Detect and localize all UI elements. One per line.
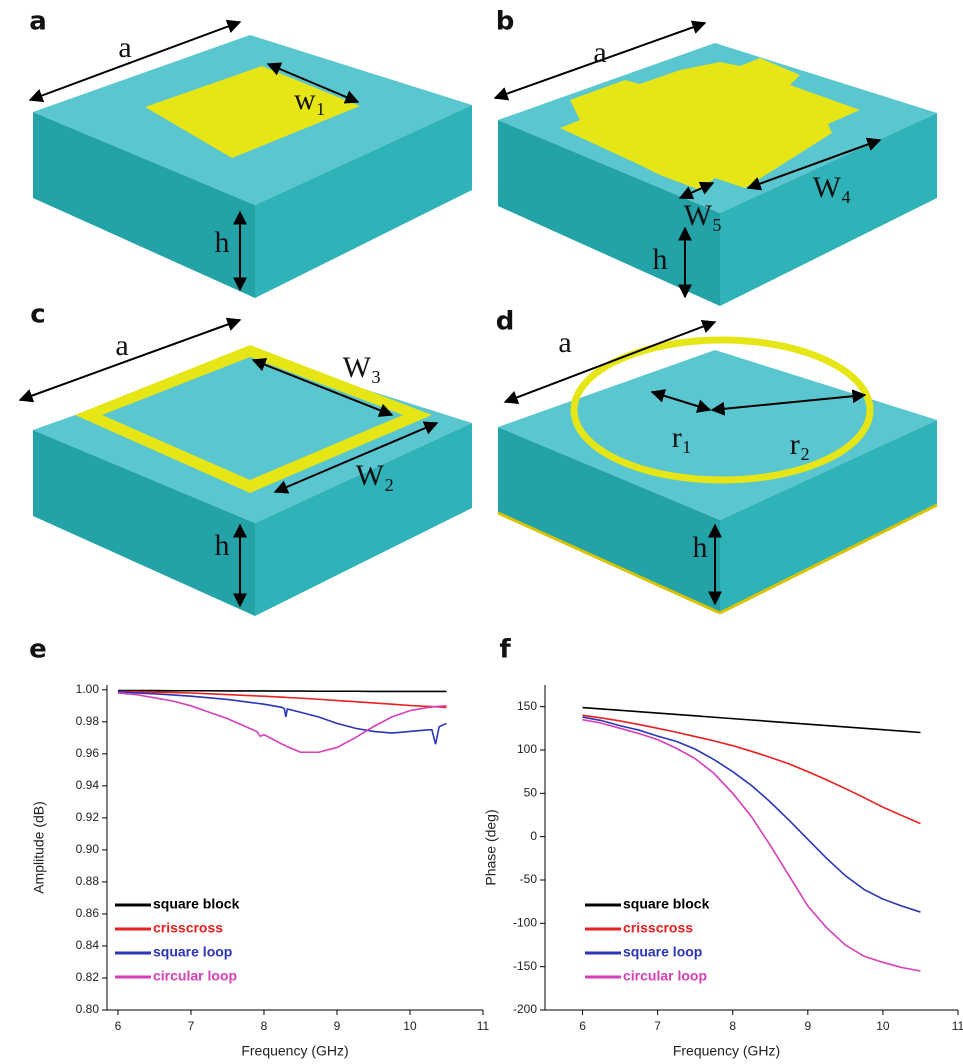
x-tick-label: 11 [477, 1019, 490, 1033]
chart-title: f [499, 635, 511, 665]
series-line [118, 691, 447, 692]
dimension-label: h [215, 226, 230, 259]
dimension-label: W₅ [684, 199, 723, 232]
dimension-label: W₃ [343, 351, 382, 384]
y-tick-label: 100 [517, 742, 537, 756]
dimension-label: a [593, 36, 606, 69]
dimension-label: h [215, 529, 230, 562]
dimension-label: h [653, 243, 668, 276]
y-tick-label: 0.88 [76, 874, 100, 888]
legend-label: square loop [623, 944, 702, 960]
legend-label: square loop [153, 944, 232, 960]
panel-letter: d [496, 307, 515, 337]
x-tick-label: 6 [115, 1019, 122, 1033]
x-tick-label: 7 [188, 1019, 195, 1033]
dimension-label: a [118, 31, 131, 64]
dimension-label: W₄ [813, 171, 852, 204]
y-tick-label: 0 [530, 829, 537, 843]
y-tick-label: -200 [513, 1002, 537, 1016]
legend-label: circular loop [153, 968, 237, 984]
panel-letter: b [496, 7, 515, 37]
y-tick-label: 0.84 [76, 938, 100, 952]
y-tick-label: -50 [520, 872, 538, 886]
y-tick-label: 0.96 [76, 746, 100, 760]
y-tick-label: -100 [513, 916, 537, 930]
legend-label: crisscross [153, 920, 223, 936]
series-line [118, 693, 447, 752]
y-tick-label: 0.90 [76, 842, 100, 856]
panel-letter: a [29, 7, 47, 37]
dimension-label: w₁ [294, 83, 326, 116]
x-tick-label: 10 [876, 1019, 890, 1033]
x-tick-label: 8 [261, 1019, 268, 1033]
y-tick-label: 150 [517, 699, 537, 713]
x-tick-label: 10 [403, 1019, 417, 1033]
dimension-label: r₂ [790, 428, 810, 461]
y-tick-label: 1.00 [76, 682, 100, 696]
legend-label: crisscross [623, 920, 693, 936]
panel-letter: c [30, 300, 45, 330]
x-tick-label: 9 [334, 1019, 341, 1033]
dimension-label: h [693, 531, 708, 564]
legend-label: square block [153, 896, 240, 912]
y-tick-label: 0.94 [76, 778, 100, 792]
dimension-label: a [558, 326, 571, 359]
x-tick-label: 6 [579, 1019, 586, 1033]
figure: a a w₁ h b a W₄ W₅ h c a W₃ W₂ h d a r₁ r₂ h e 0.80 0.82 0.84 0… [0, 0, 963, 1064]
x-tick-label: 11 [952, 1019, 963, 1033]
legend-label: square block [623, 896, 710, 912]
x-tick-label: 9 [804, 1019, 811, 1033]
dimension-label: W₂ [356, 459, 395, 492]
chart-title: e [29, 635, 47, 665]
x-tick-label: 8 [729, 1019, 736, 1033]
dimension-label: a [115, 329, 128, 362]
y-tick-label: 0.86 [76, 906, 100, 920]
y-tick-label: 0.82 [76, 970, 100, 984]
y-tick-label: -150 [513, 959, 537, 973]
series-line [583, 717, 921, 912]
y-tick-label: 0.98 [76, 714, 100, 728]
dimension-label: r₁ [672, 421, 692, 454]
y-axis-label: Phase (deg) [483, 809, 499, 885]
x-axis-label: Frequency (GHz) [673, 1043, 780, 1059]
y-axis-label: Amplitude (dB) [31, 801, 47, 894]
y-tick-label: 50 [524, 786, 538, 800]
legend-label: circular loop [623, 968, 707, 984]
x-tick-label: 7 [654, 1019, 661, 1033]
x-axis-label: Frequency (GHz) [241, 1043, 348, 1059]
y-tick-label: 0.92 [76, 810, 100, 824]
y-tick-label: 0.80 [76, 1002, 100, 1016]
